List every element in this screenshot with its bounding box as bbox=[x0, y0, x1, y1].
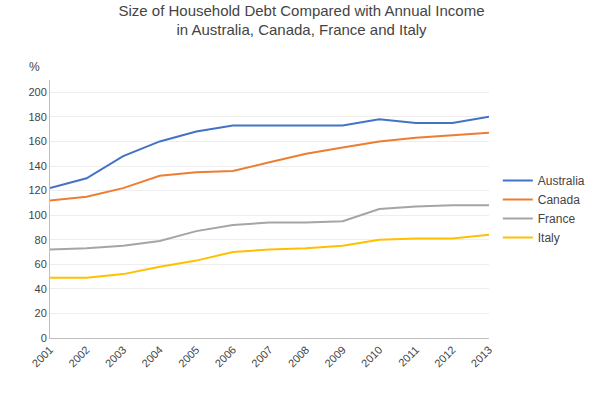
svg-text:140: 140 bbox=[28, 160, 46, 172]
svg-text:2009: 2009 bbox=[322, 344, 348, 370]
svg-text:Size of Household Debt Compare: Size of Household Debt Compared with Ann… bbox=[118, 2, 484, 39]
svg-text:80: 80 bbox=[35, 234, 47, 246]
svg-text:2011: 2011 bbox=[396, 344, 421, 369]
svg-text:%: % bbox=[29, 60, 40, 74]
svg-text:2002: 2002 bbox=[66, 344, 92, 370]
svg-text:2010: 2010 bbox=[359, 344, 385, 370]
svg-text:Canada: Canada bbox=[538, 193, 580, 207]
svg-text:2012: 2012 bbox=[432, 344, 458, 370]
svg-text:2005: 2005 bbox=[176, 344, 202, 370]
svg-text:120: 120 bbox=[28, 184, 46, 196]
svg-text:180: 180 bbox=[28, 111, 46, 123]
svg-text:0: 0 bbox=[41, 332, 47, 344]
svg-text:Italy: Italy bbox=[538, 231, 560, 245]
svg-text:2001: 2001 bbox=[30, 344, 56, 370]
svg-text:Australia: Australia bbox=[538, 174, 585, 188]
svg-text:2003: 2003 bbox=[103, 344, 129, 370]
svg-text:2013: 2013 bbox=[469, 344, 495, 370]
svg-text:40: 40 bbox=[35, 283, 47, 295]
svg-text:20: 20 bbox=[35, 307, 47, 319]
svg-text:2007: 2007 bbox=[249, 344, 275, 370]
svg-text:100: 100 bbox=[28, 209, 46, 221]
svg-text:160: 160 bbox=[28, 135, 46, 147]
svg-text:2006: 2006 bbox=[212, 344, 238, 370]
svg-text:France: France bbox=[538, 212, 576, 226]
svg-text:200: 200 bbox=[28, 86, 46, 98]
svg-text:2004: 2004 bbox=[139, 344, 165, 370]
svg-text:60: 60 bbox=[35, 258, 47, 270]
svg-text:2008: 2008 bbox=[286, 344, 312, 370]
